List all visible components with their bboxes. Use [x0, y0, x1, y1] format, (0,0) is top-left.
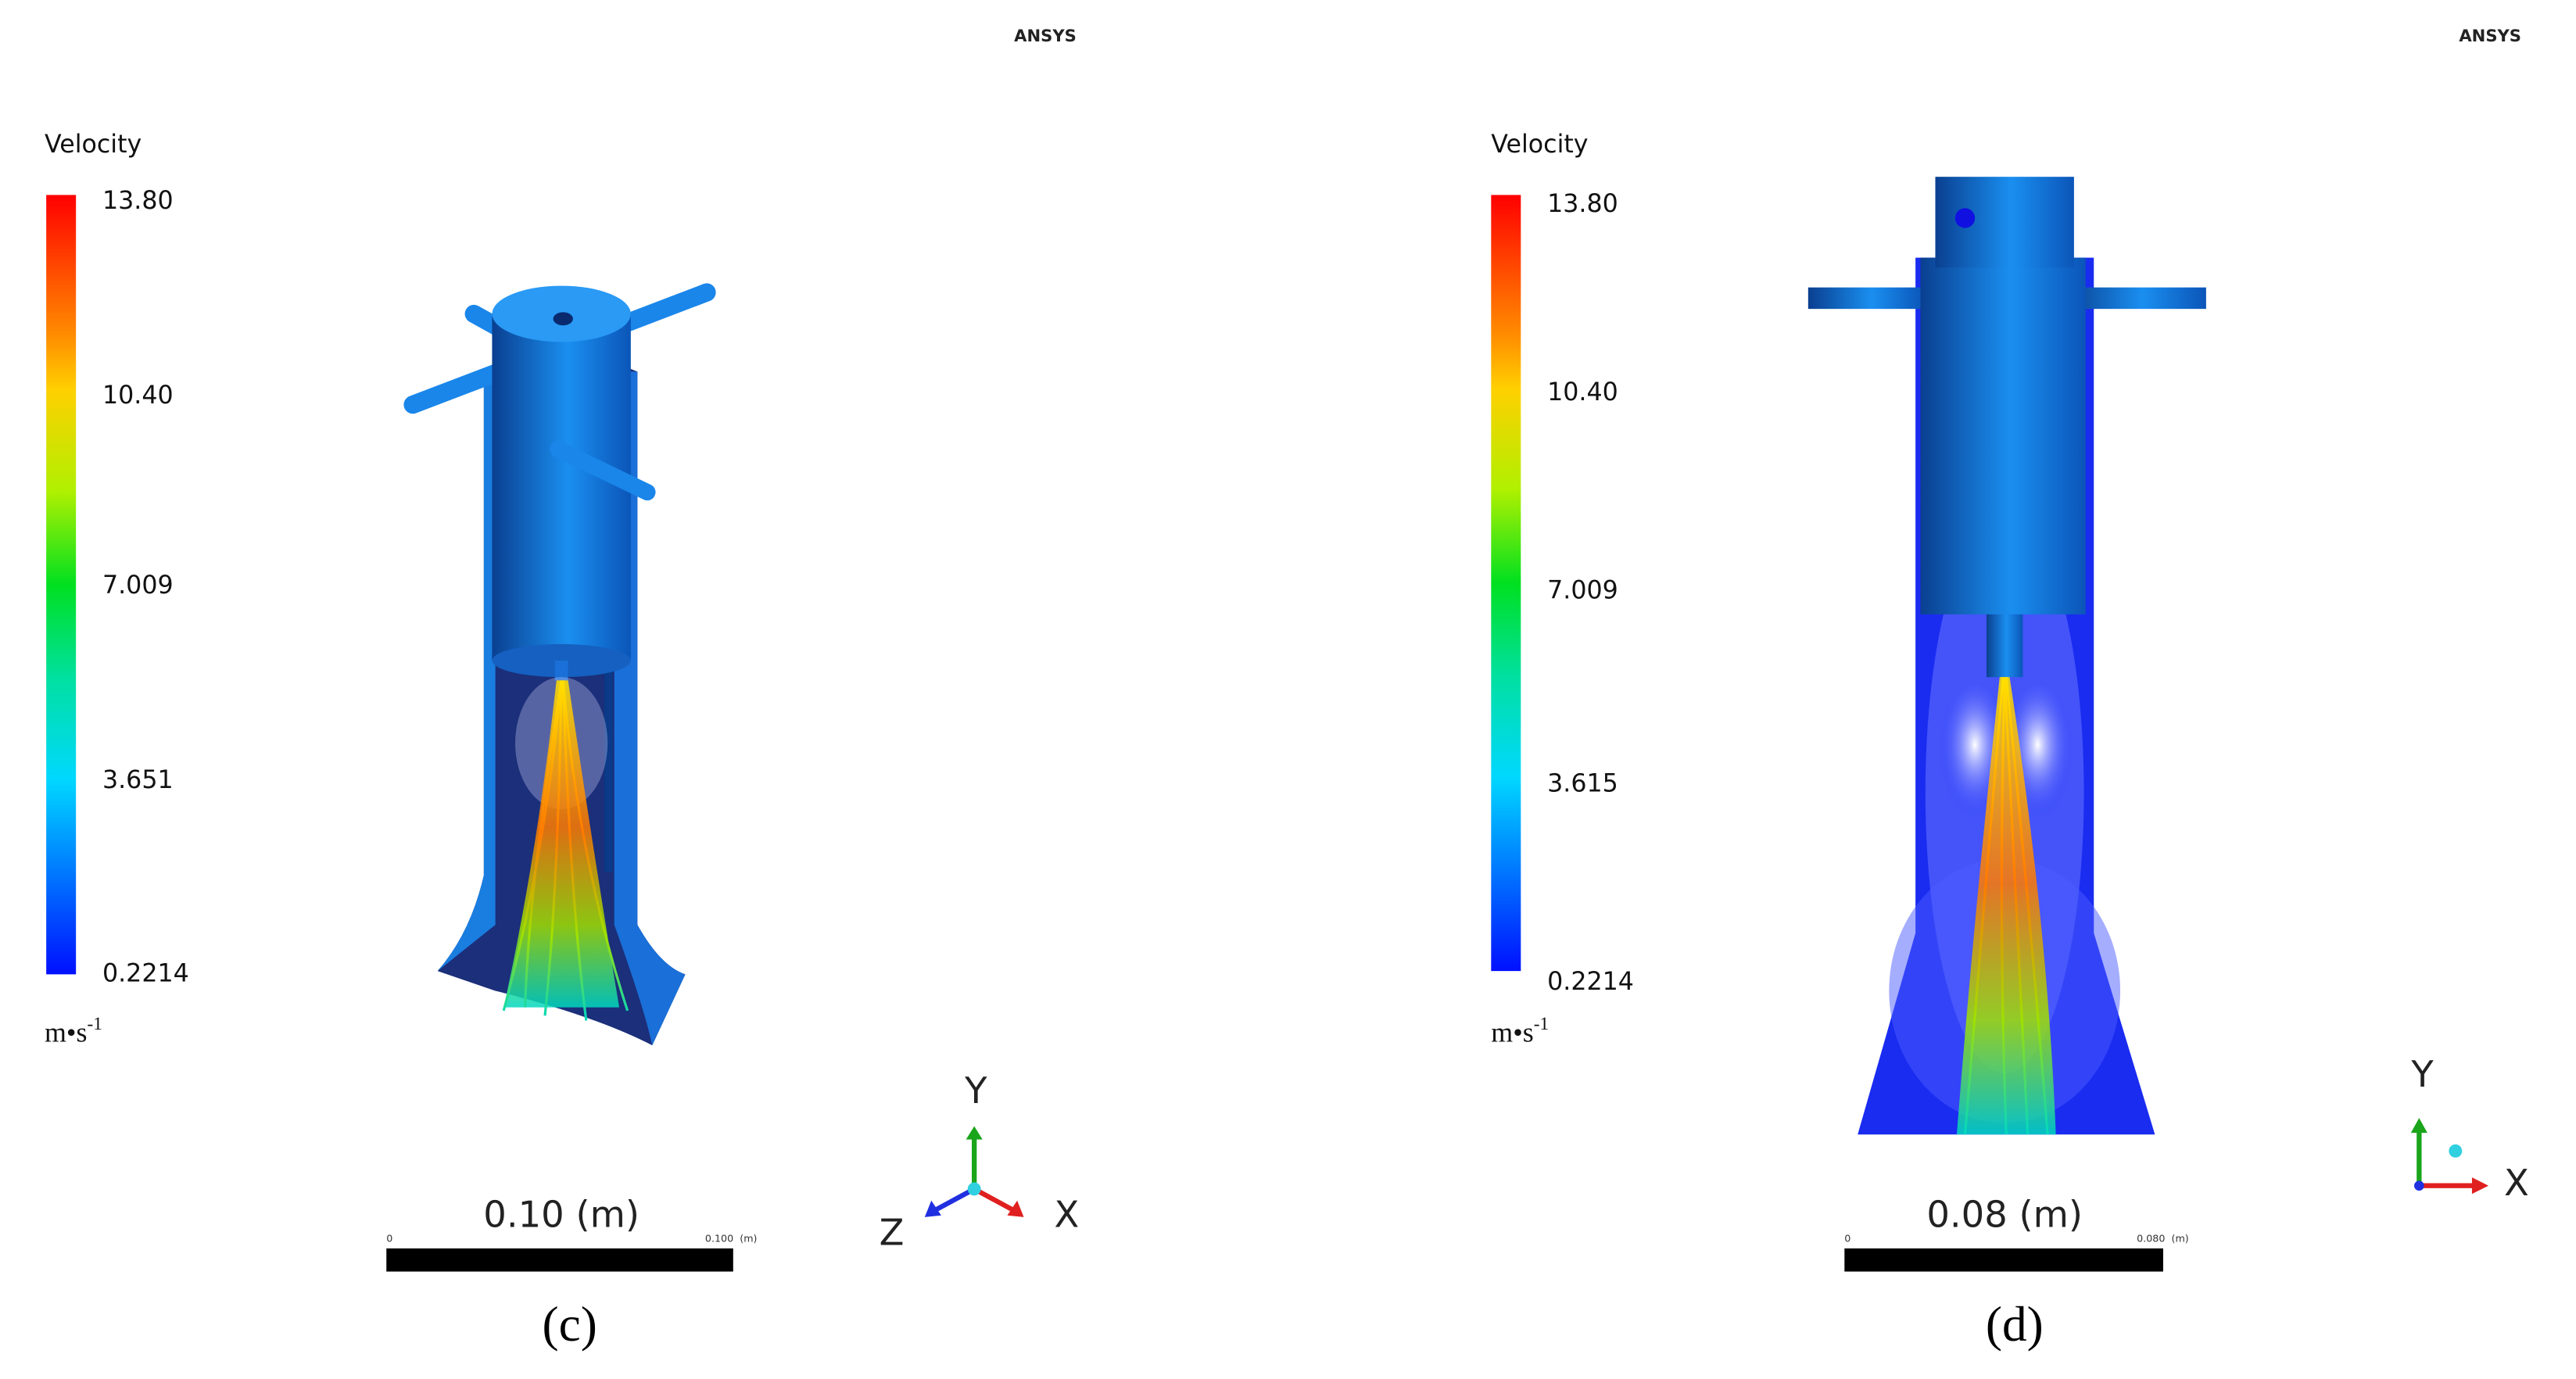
axis-label: Y — [2410, 1053, 2434, 1095]
scale-end: 0.100 — [705, 1233, 733, 1245]
geometry — [1807, 177, 2206, 1135]
scale-unit: (m) — [2172, 1233, 2189, 1245]
logo: ANSYS — [2459, 26, 2521, 45]
unit: m•s-1 — [1491, 1014, 1549, 1048]
unit-exponent: -1 — [1534, 1014, 1549, 1034]
unit-base: m•s — [45, 1017, 87, 1048]
caption: (c) — [543, 1297, 597, 1352]
axis-triad-circle — [2449, 1144, 2463, 1158]
geometry-path — [1963, 677, 2049, 1135]
logo: ANSYS — [1014, 26, 1077, 45]
caption: (d) — [1986, 1297, 2044, 1352]
geometry-path — [1956, 677, 2056, 1135]
axis-triad-line — [973, 1187, 1016, 1213]
axis-triad-circle — [967, 1182, 981, 1196]
geometry-ellipse — [553, 312, 573, 326]
scale-bar-rect — [1844, 1248, 2163, 1272]
legend-label: 10.40 — [102, 381, 174, 410]
legend-label: 13.80 — [102, 187, 174, 215]
geometry-rect — [492, 313, 631, 661]
axis-triad-polygon — [2410, 1118, 2427, 1134]
axis-triad-circle — [2414, 1180, 2424, 1191]
axis-triad-polygon — [924, 1200, 941, 1217]
scale-label: 0.10 (m) — [483, 1193, 640, 1235]
legend-label: 7.009 — [1547, 576, 1618, 604]
scale-bar: 0.10 (m) 0 0.100 (m) — [386, 1193, 757, 1272]
unit: m•s-1 — [45, 1014, 102, 1048]
unit-base: m•s — [1491, 1017, 1533, 1048]
legend-label: 10.40 — [1547, 378, 1618, 407]
legend-label: 13.80 — [1547, 190, 1618, 218]
geometry-rect — [1920, 257, 2086, 614]
geometry — [403, 283, 716, 1046]
geometry-rect — [554, 661, 568, 681]
axis-triad-line — [933, 1187, 976, 1213]
axis-label: X — [1055, 1193, 1080, 1235]
geometry-line — [550, 441, 656, 501]
legend-label: 0.2214 — [102, 959, 189, 987]
axis-label: Z — [880, 1212, 905, 1254]
scale-end: 0.080 — [2137, 1233, 2165, 1245]
geometry-path — [503, 680, 620, 1008]
legend-title: Velocity — [45, 131, 142, 159]
axis-triad-polygon — [1007, 1200, 1024, 1217]
axis-triad-polygon — [966, 1126, 983, 1140]
unit-exponent: -1 — [87, 1014, 102, 1034]
legend-label: 7.009 — [102, 571, 174, 600]
scale-bar: 0.08 (m) 0 0.080 (m) — [1844, 1193, 2189, 1272]
legend-label: 3.615 — [1547, 769, 1618, 797]
scale-unit: (m) — [740, 1233, 757, 1245]
geometry-path — [437, 371, 496, 972]
scale-start: 0 — [386, 1233, 392, 1245]
panel-d: ANSYS Velocity 13.80 10.40 7.009 3.615 0… — [1491, 26, 2529, 1352]
axis-triad: Y X — [2410, 1053, 2529, 1204]
scale-start: 0 — [1844, 1233, 1850, 1245]
geometry-path — [502, 680, 629, 1021]
geometry-rect — [2064, 287, 2206, 310]
axis-label: Y — [964, 1069, 987, 1112]
scale-bar-rect — [386, 1248, 733, 1272]
axis-triad: Y X Z — [880, 1069, 1080, 1254]
legend-label: 0.2214 — [1547, 968, 1634, 996]
geometry-rect — [1986, 614, 2023, 678]
geometry-circle — [1954, 208, 1976, 228]
colorbar — [1491, 195, 1521, 972]
colorbar — [46, 195, 77, 975]
legend-title: Velocity — [1491, 131, 1588, 159]
scale-label: 0.08 (m) — [1926, 1193, 2083, 1235]
geometry-rect — [1807, 287, 1924, 310]
axis-triad-polygon — [2471, 1177, 2489, 1195]
geometry-path — [614, 371, 686, 1046]
legend-label: 3.651 — [102, 766, 174, 794]
panel-c: ANSYS Velocity 13.80 10.40 7.009 3.651 0… — [45, 26, 1079, 1352]
axis-label: X — [2504, 1162, 2529, 1204]
